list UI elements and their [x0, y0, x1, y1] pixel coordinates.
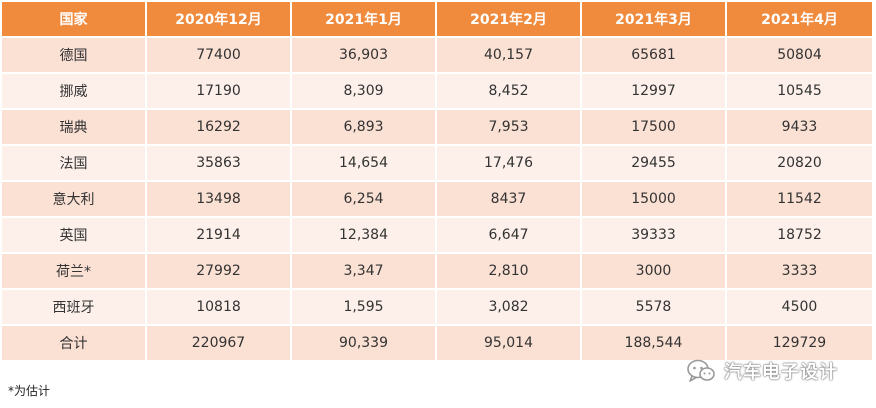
table-header-row: 国家 2020年12月 2021年1月 2021年2月 2021年3月 2021… — [2, 2, 872, 36]
header-country: 国家 — [2, 2, 147, 36]
table-cell: 12,384 — [292, 216, 437, 252]
watermark-text: 汽车电子设计 — [724, 362, 838, 383]
header-2020-12: 2020年12月 — [147, 2, 292, 36]
table-cell: 2,810 — [437, 252, 582, 288]
table-cell: 德国 — [2, 36, 147, 72]
table-cell: 8437 — [437, 180, 582, 216]
table-cell: 13498 — [147, 180, 292, 216]
table-cell: 17190 — [147, 72, 292, 108]
table-cell: 27992 — [147, 252, 292, 288]
table-cell: 意大利 — [2, 180, 147, 216]
footnote: *为估计 — [8, 384, 51, 398]
table-row: 挪威 17190 8,309 8,452 12997 10545 — [2, 72, 872, 108]
header-2021-04: 2021年4月 — [727, 2, 872, 36]
wechat-icon — [687, 359, 715, 382]
table-cell: 16292 — [147, 108, 292, 144]
table-row: 英国 21914 12,384 6,647 39333 18752 — [2, 216, 872, 252]
table-cell: 3000 — [582, 252, 727, 288]
table-cell: 129729 — [727, 324, 872, 360]
table-cell: 6,254 — [292, 180, 437, 216]
table-cell: 21914 — [147, 216, 292, 252]
table-row: 西班牙 10818 1,595 3,082 5578 4500 — [2, 288, 872, 324]
table-row: 法国 35863 14,654 17,476 29455 20820 — [2, 144, 872, 180]
table-row: 意大利 13498 6,254 8437 15000 11542 — [2, 180, 872, 216]
table-cell: 17500 — [582, 108, 727, 144]
table-cell: 荷兰* — [2, 252, 147, 288]
table-cell: 英国 — [2, 216, 147, 252]
table-cell: 西班牙 — [2, 288, 147, 324]
table-cell: 7,953 — [437, 108, 582, 144]
table-cell: 39333 — [582, 216, 727, 252]
table-cell: 12997 — [582, 72, 727, 108]
table-cell: 90,339 — [292, 324, 437, 360]
table-row: 德国 77400 36,903 40,157 65681 50804 — [2, 36, 872, 72]
table-cell: 1,595 — [292, 288, 437, 324]
sales-table: 国家 2020年12月 2021年1月 2021年2月 2021年3月 2021… — [2, 2, 872, 360]
table-cell: 合计 — [2, 324, 147, 360]
table-cell: 95,014 — [437, 324, 582, 360]
table-cell: 65681 — [582, 36, 727, 72]
table-row: 荷兰* 27992 3,347 2,810 3000 3333 — [2, 252, 872, 288]
header-2021-01: 2021年1月 — [292, 2, 437, 36]
table-cell: 20820 — [727, 144, 872, 180]
table-cell: 8,309 — [292, 72, 437, 108]
table-cell: 17,476 — [437, 144, 582, 180]
table-cell: 15000 — [582, 180, 727, 216]
table-cell: 5578 — [582, 288, 727, 324]
header-2021-03: 2021年3月 — [582, 2, 727, 36]
table-cell: 6,893 — [292, 108, 437, 144]
table-cell: 11542 — [727, 180, 872, 216]
table-cell: 77400 — [147, 36, 292, 72]
table-cell: 10818 — [147, 288, 292, 324]
table-total-row: 合计 220967 90,339 95,014 188,544 129729 — [2, 324, 872, 360]
table-cell: 8,452 — [437, 72, 582, 108]
table-cell: 3,082 — [437, 288, 582, 324]
table-cell: 188,544 — [582, 324, 727, 360]
table-cell: 18752 — [727, 216, 872, 252]
table-cell: 3333 — [727, 252, 872, 288]
table-row: 瑞典 16292 6,893 7,953 17500 9433 — [2, 108, 872, 144]
watermark: 汽车电子设计 — [686, 356, 838, 386]
table-cell: 14,654 — [292, 144, 437, 180]
table-cell: 瑞典 — [2, 108, 147, 144]
table-cell: 220967 — [147, 324, 292, 360]
table-cell: 35863 — [147, 144, 292, 180]
header-2021-02: 2021年2月 — [437, 2, 582, 36]
table-cell: 50804 — [727, 36, 872, 72]
table-cell: 3,347 — [292, 252, 437, 288]
table-cell: 29455 — [582, 144, 727, 180]
table-cell: 40,157 — [437, 36, 582, 72]
table-cell: 6,647 — [437, 216, 582, 252]
table-cell: 挪威 — [2, 72, 147, 108]
table-cell: 36,903 — [292, 36, 437, 72]
table-cell: 10545 — [727, 72, 872, 108]
table-cell: 4500 — [727, 288, 872, 324]
table-cell: 9433 — [727, 108, 872, 144]
table-cell: 法国 — [2, 144, 147, 180]
